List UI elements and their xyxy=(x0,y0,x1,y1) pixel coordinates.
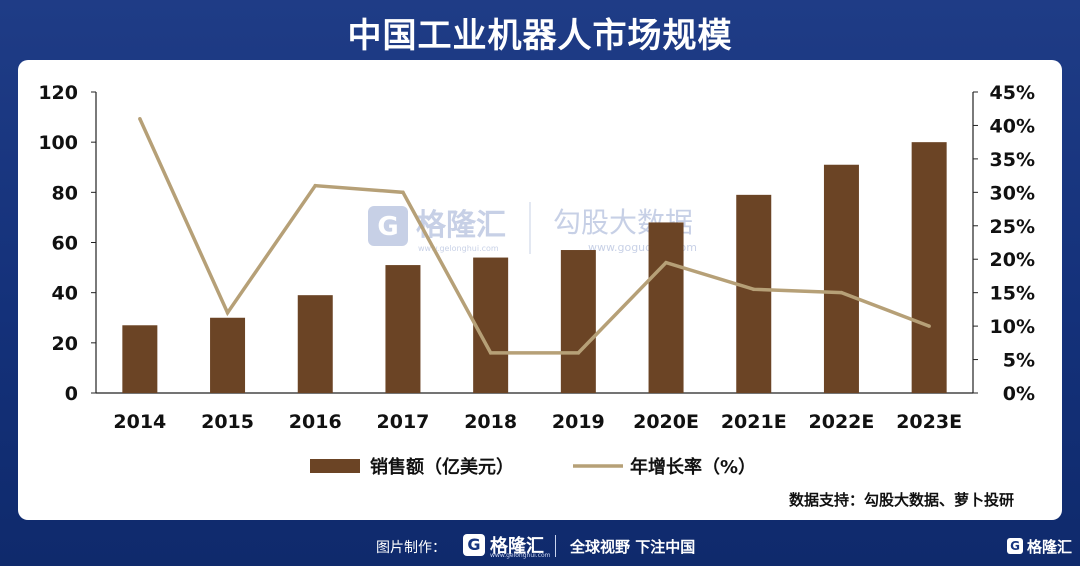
line-series xyxy=(138,117,931,355)
x-tick-label: 2015 xyxy=(201,411,254,433)
legend-bar-label: 销售额（亿美元） xyxy=(370,456,514,478)
y-tick-label-right: 35% xyxy=(990,149,1035,171)
footer-slogan: 全球视野 下注中国 xyxy=(570,538,696,556)
watermark: G 格隆汇 www.gelonghui.com 勾股大数据 www.goguda… xyxy=(368,202,697,254)
bar xyxy=(473,257,509,393)
y-tick-label-right: 25% xyxy=(990,216,1035,238)
y-tick-label-left: 80 xyxy=(52,182,78,204)
y-tick-label-right: 20% xyxy=(990,249,1035,271)
y-tick-label-left: 120 xyxy=(38,82,78,104)
line-point xyxy=(488,351,493,355)
y-tick-label-right: 5% xyxy=(1003,350,1035,372)
bar xyxy=(736,194,772,393)
footer-bar: 图片制作： G 格隆汇 www.gelonghui.com 全球视野 下注中国 … xyxy=(0,526,1080,566)
gelonghui-logo-icon: G xyxy=(463,534,485,556)
line-point xyxy=(664,260,668,265)
x-tick-label: 2017 xyxy=(377,411,430,433)
x-tick-label: 2020E xyxy=(633,411,699,433)
bar xyxy=(823,164,859,393)
bar xyxy=(122,325,158,393)
bar xyxy=(385,265,421,393)
line-point xyxy=(313,183,317,188)
bar xyxy=(210,317,246,393)
corner-logo-text: 格隆汇 xyxy=(1027,538,1073,556)
y-tick-label-right: 0% xyxy=(1003,383,1035,405)
source-note: 数据支持：勾股大数据、萝卜投研 xyxy=(788,491,1014,509)
y-tick-label-right: 45% xyxy=(990,82,1035,104)
bar xyxy=(648,222,684,393)
bar xyxy=(911,142,947,393)
watermark-logo-g: G xyxy=(377,212,398,242)
y-tick-label-left: 40 xyxy=(52,283,78,305)
line-point xyxy=(576,351,581,355)
line-point xyxy=(752,287,756,292)
watermark-left-url: www.gelonghui.com xyxy=(418,244,499,253)
footer-divider xyxy=(555,535,556,557)
y-tick-label-right: 30% xyxy=(990,182,1035,204)
line-point xyxy=(138,117,142,121)
y-tick-label-left: 20 xyxy=(52,333,78,355)
watermark-logo-mark xyxy=(368,206,408,246)
x-tick-label: 2021E xyxy=(721,411,787,433)
y-tick-label-right: 10% xyxy=(990,316,1035,338)
x-tick-label: 2014 xyxy=(113,411,166,433)
bar-series xyxy=(122,142,947,393)
bar xyxy=(560,250,596,393)
line-point xyxy=(401,190,405,195)
chart-card: G 格隆汇 www.gelonghui.com 勾股大数据 www.goguda… xyxy=(18,60,1062,520)
y-tick-label-left: 0 xyxy=(65,383,78,405)
line-point xyxy=(927,324,931,328)
y-tick-label-left: 60 xyxy=(52,233,78,255)
line-point xyxy=(225,310,230,315)
y-tick-label-right: 40% xyxy=(990,115,1035,137)
footer-label: 图片制作： xyxy=(376,540,446,556)
legend-bar-swatch xyxy=(310,459,360,473)
x-tick-label: 2016 xyxy=(289,411,342,433)
x-tick-label: 2019 xyxy=(552,411,605,433)
line-point xyxy=(839,290,844,295)
footer-logo-text: 格隆汇 xyxy=(490,536,544,557)
legend-line-label: 年增长率（%） xyxy=(630,456,756,478)
corner-logo-icon: G xyxy=(1007,538,1023,554)
y-tick-label-left: 100 xyxy=(38,132,78,154)
page-title: 中国工业机器人市场规模 xyxy=(347,16,733,56)
y-tick-label-right: 15% xyxy=(990,283,1035,305)
footer-logo-url: www.gelonghui.com xyxy=(490,552,551,559)
axes: 0 20 40 60 80 100 120 0% 5% 10% 15% 20% 25% 30% 35% 40%… xyxy=(38,82,1035,433)
x-tick-label: 2023E xyxy=(896,411,962,433)
x-tick-label: 2018 xyxy=(464,411,517,433)
legend: 销售额（亿美元） 年增长率（%） xyxy=(310,456,756,478)
watermark-left-logo: 格隆汇 xyxy=(416,208,506,243)
bar xyxy=(297,295,333,393)
x-tick-label: 2022E xyxy=(809,411,875,433)
chart: G 格隆汇 www.gelonghui.com 勾股大数据 www.goguda… xyxy=(38,82,1035,478)
growth-line xyxy=(138,118,930,355)
